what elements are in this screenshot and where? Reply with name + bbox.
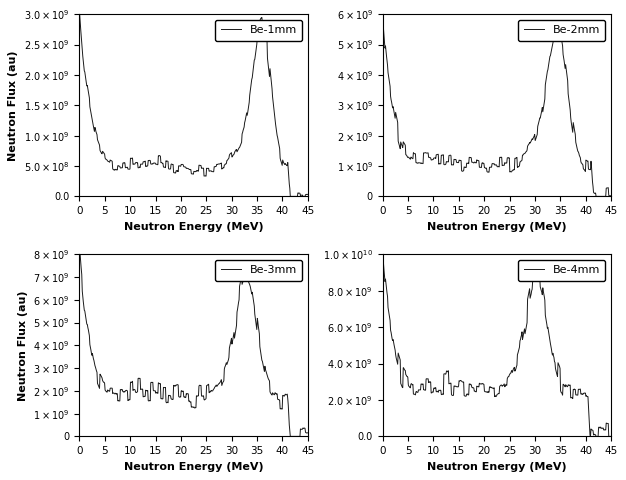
Legend: Be-2mm: Be-2mm <box>518 20 605 41</box>
X-axis label: Neutron Energy (MeV): Neutron Energy (MeV) <box>124 222 264 232</box>
Legend: Be-4mm: Be-4mm <box>518 260 605 281</box>
X-axis label: Neutron Energy (MeV): Neutron Energy (MeV) <box>427 222 567 232</box>
Y-axis label: Neutron Flux (au): Neutron Flux (au) <box>18 290 28 401</box>
X-axis label: Neutron Energy (MeV): Neutron Energy (MeV) <box>124 462 264 472</box>
X-axis label: Neutron Energy (MeV): Neutron Energy (MeV) <box>427 462 567 472</box>
Legend: Be-3mm: Be-3mm <box>215 260 302 281</box>
Legend: Be-1mm: Be-1mm <box>215 20 302 41</box>
Y-axis label: Neutron Flux (au): Neutron Flux (au) <box>8 50 18 161</box>
